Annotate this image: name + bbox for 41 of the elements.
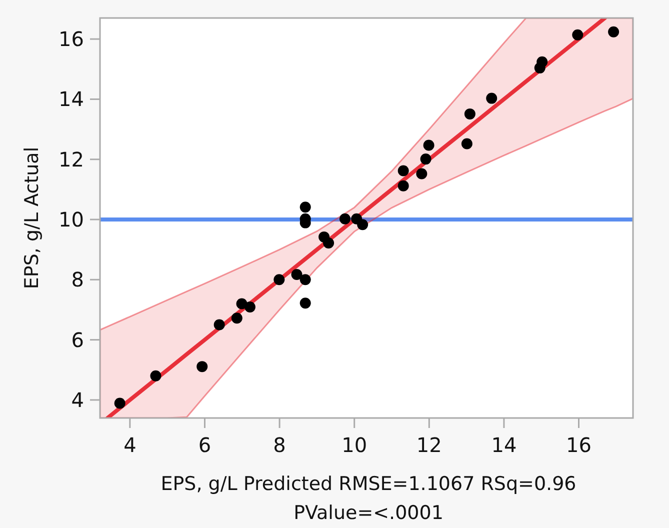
point: [300, 202, 311, 213]
y-axis-title: EPS, g/L Actual: [21, 146, 43, 290]
y-tick-label: 4: [71, 388, 84, 412]
point: [274, 274, 285, 286]
x-tick-label: 12: [416, 433, 442, 457]
point: [231, 312, 242, 324]
point: [323, 237, 334, 248]
point: [244, 302, 256, 313]
point: [416, 168, 428, 180]
point: [461, 138, 472, 150]
x-tick-label: 6: [198, 433, 212, 457]
point: [214, 319, 225, 330]
point: [486, 92, 498, 104]
point: [608, 26, 620, 38]
point: [196, 361, 208, 372]
y-tick-label: 12: [58, 147, 84, 172]
point: [536, 56, 548, 68]
y-tick-label: 10: [58, 208, 84, 232]
point: [398, 180, 409, 192]
y-tick-label: 14: [58, 87, 84, 112]
x-tick-label: 8: [273, 433, 286, 457]
y-tick-label: 8: [71, 268, 84, 292]
x-tick-label: 14: [491, 433, 517, 457]
point: [339, 213, 350, 224]
point: [114, 398, 126, 409]
point: [423, 140, 434, 151]
x-axis-title: EPS, g/L Predicted RMSE=1.1067 RSq=0.96 PValue=<.0001: [160, 473, 576, 524]
y-tick-label: 16: [58, 27, 84, 52]
point: [150, 370, 162, 382]
point: [300, 274, 311, 286]
point: [398, 165, 409, 176]
y-tick-label: 6: [71, 328, 84, 352]
point: [357, 219, 368, 230]
x-tick-label: 10: [342, 433, 368, 457]
x-tick-label: 4: [124, 433, 136, 457]
point: [291, 269, 302, 280]
point: [572, 29, 584, 40]
x-tick-label: 16: [566, 433, 592, 457]
point: [420, 154, 432, 165]
point: [464, 108, 476, 120]
point: [300, 298, 311, 309]
